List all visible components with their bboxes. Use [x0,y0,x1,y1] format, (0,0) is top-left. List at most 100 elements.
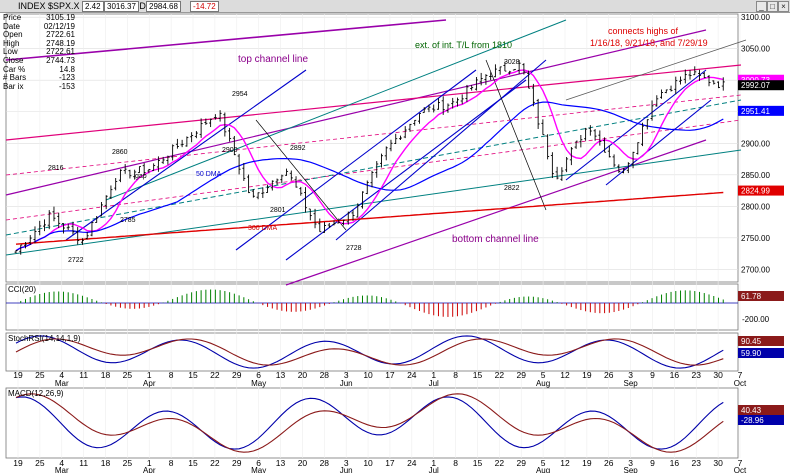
info-row-barix: Bar ix -153 [3,81,75,91]
trend-line [285,79,527,261]
x-date-label: 7 [738,370,743,380]
x-date-label: 1 [431,370,436,380]
x-date-label: 13 [276,370,286,380]
price-tag-label: 2824.99 [741,187,770,196]
x-date-label: 4 [59,458,64,468]
trend-line [285,139,707,286]
price-level-label: 2722 [68,257,84,264]
indicator-tag [738,348,784,358]
cci-panel [5,283,739,331]
info-row-car: Car % 14.8 [3,64,75,74]
x-date-label: 1 [147,370,152,380]
x-date-label: 17 [385,458,395,468]
x-date-label: 30 [713,458,723,468]
x-date-label: 19 [582,458,592,468]
x-date-label: 22 [210,458,220,468]
trend-line [65,69,307,241]
stochrsi-title: StochRSI(14,14,1,9) [8,334,81,343]
info-row-high: High 2748.19 [3,38,75,48]
ma50-line [15,101,724,252]
x-date-label: 11 [79,370,88,380]
maximize-icon[interactable]: □ [767,1,778,12]
x-date-label: 19 [582,370,592,380]
indicator-tag-label: -28.96 [741,416,764,425]
x-month-label: Apr [143,466,156,473]
macd-panel [5,387,739,459]
info-row-close: Close 2744.73 [3,55,75,65]
x-date-label: 6 [256,458,261,468]
x-date-label: 18 [101,458,111,468]
annotation-connects-2: 1/16/18, 9/21/18, and 7/29/19 [590,38,708,48]
x-date-label: 1 [431,458,436,468]
price-tag [738,80,784,91]
x-month-label: Aug [536,379,550,388]
x-date-label: 15 [473,370,483,380]
x-date-label: 23 [692,370,702,380]
x-date-label: 29 [232,370,242,380]
x-month-label: Oct [734,466,747,473]
x-date-label: 25 [35,370,45,380]
annotation-50dma: 50 DMA [196,171,222,178]
x-date-label: 9 [650,458,655,468]
x-date-label: 25 [123,370,133,380]
indicator-tag [738,291,784,301]
x-date-label: 25 [123,458,133,468]
x-date-label: 29 [232,458,242,468]
minimize-icon[interactable]: _ [756,1,767,12]
trend-line [5,119,742,221]
stochrsi-signal [15,338,724,366]
x-date-label: 8 [453,458,458,468]
y-tick-label: 2850.00 [741,171,770,180]
trend-line [485,59,547,211]
price-tag-label: 2951.41 [741,107,770,116]
close-icon[interactable]: × [778,1,789,12]
toolbar-value-2: 3016.37 [104,1,139,12]
x-date-label: 20 [298,370,308,380]
annotation-gap: gap [135,173,147,180]
trend-line [5,64,742,141]
x-date-label: 22 [495,370,505,380]
annotation-bottom-channel: bottom channel line [452,234,539,245]
macd-signal [15,393,724,453]
x-date-label: 23 [692,458,702,468]
info-row-low: Low 2722.61 [3,47,75,57]
x-month-label: May [251,379,266,388]
trend-line [235,69,477,251]
trend-line [255,119,347,231]
trend-line [565,39,747,101]
price-level-label: 2892 [290,145,306,152]
x-date-label: 10 [363,370,373,380]
y-tick-label: 2700.00 [741,265,770,274]
y-tick-label: 2900.00 [741,139,770,148]
x-date-label: 24 [407,370,417,380]
x-date-label: 19 [13,458,23,468]
x-month-label: Mar [55,466,69,473]
x-date-label: 16 [670,370,680,380]
annotation-ext-tl: ext. of int. T/L from 1810 [415,40,512,50]
price-tag [738,185,784,196]
price-tag [738,105,784,116]
x-date-label: 28 [320,370,330,380]
x-date-label: 26 [604,458,614,468]
x-date-label: 28 [320,458,330,468]
indicator-tag [738,336,784,346]
info-row-open: Open 2722.61 [3,30,75,40]
indicator-tag [738,415,784,425]
trend-line [105,19,567,201]
indicator-tag-label: 61.78 [741,292,762,301]
price-level-label: 3028 [504,59,520,66]
trend-line [5,19,447,61]
y-tick-label: 2750.00 [741,234,770,243]
ma300-line [15,191,724,245]
x-date-label: 7 [738,458,743,468]
x-month-label: Aug [536,466,550,473]
x-date-label: 12 [560,370,570,380]
x-month-label: Apr [143,379,156,388]
x-date-label: 3 [344,458,349,468]
x-date-label: 8 [169,458,174,468]
x-month-label: May [251,466,266,473]
x-date-label: 8 [453,370,458,380]
x-date-label: 13 [276,458,286,468]
x-date-label: 4 [59,370,64,380]
